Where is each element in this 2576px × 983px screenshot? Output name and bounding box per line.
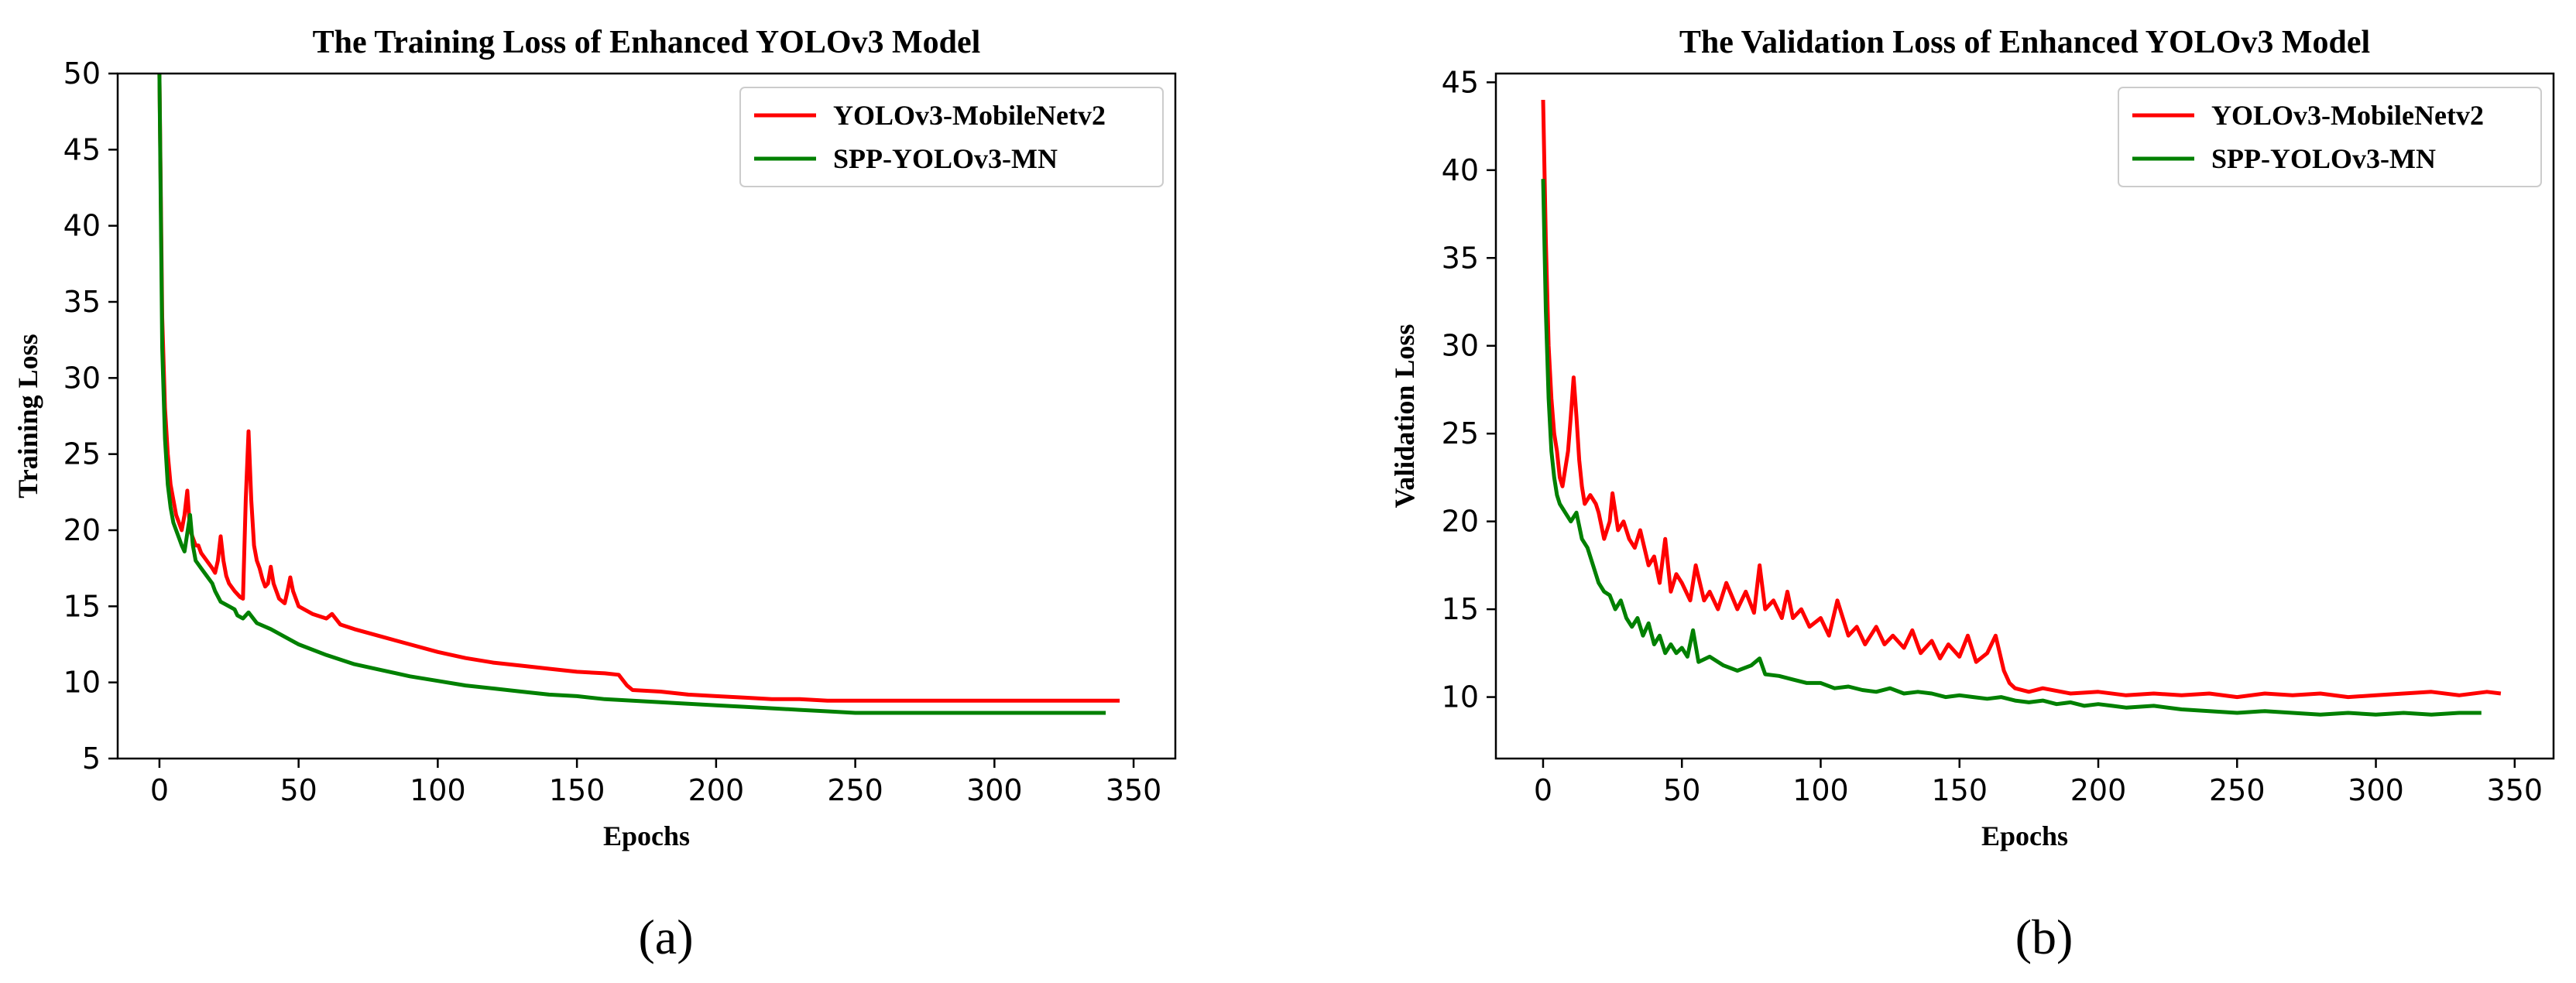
plot-frame xyxy=(116,72,1177,760)
x-tick-label: 0 xyxy=(1534,773,1552,807)
y-tick-label: 10 xyxy=(63,666,101,700)
chart-title: The Training Loss of Enhanced YOLOv3 Mod… xyxy=(313,25,981,60)
y-axis-label: Training Loss xyxy=(12,334,43,498)
y-tick-label: 35 xyxy=(1442,241,1479,275)
series-line-0 xyxy=(1541,99,2502,700)
y-tick-label: 20 xyxy=(63,513,101,547)
x-tick-label: 200 xyxy=(688,773,745,807)
y-tick-label: 45 xyxy=(1442,65,1479,99)
legend: YOLOv3-MobileNetv2 SPP-YOLOv3-MN xyxy=(739,87,1164,187)
y-tick-label: 40 xyxy=(63,209,101,243)
x-tick-label: 300 xyxy=(966,773,1023,807)
x-tick-label: 150 xyxy=(549,773,605,807)
chart-0: The Training Loss of Enhanced YOLOv3 Mod… xyxy=(12,25,1177,964)
chart-title: The Validation Loss of Enhanced YOLOv3 M… xyxy=(1679,25,2370,60)
x-tick-label: 300 xyxy=(2348,773,2404,807)
x-tick-label: 100 xyxy=(410,773,466,807)
panel-label: (a) xyxy=(638,909,693,964)
x-axis-label: Epochs xyxy=(603,820,690,851)
legend-label-1: SPP-YOLOv3-MN xyxy=(2211,143,2436,174)
series-line-1 xyxy=(1541,179,2482,717)
y-tick-label: 45 xyxy=(63,132,101,166)
x-tick-label: 350 xyxy=(2487,773,2543,807)
x-tick-label: 0 xyxy=(150,773,169,807)
y-tick-label: 5 xyxy=(82,742,101,776)
y-tick-label: 15 xyxy=(1442,592,1479,626)
y-tick-label: 35 xyxy=(63,285,101,319)
y-tick-label: 40 xyxy=(1442,153,1479,187)
x-tick-label: 250 xyxy=(2209,773,2266,807)
y-tick-label: 30 xyxy=(1442,329,1479,363)
legend-box xyxy=(739,87,1164,187)
plot-frame xyxy=(1494,72,2555,760)
y-tick-label: 30 xyxy=(63,361,101,395)
series-line-0 xyxy=(157,74,1120,703)
y-tick-label: 10 xyxy=(1442,680,1479,714)
series-line-1 xyxy=(157,74,1106,715)
y-tick-label: 25 xyxy=(63,437,101,471)
x-tick-label: 200 xyxy=(2070,773,2127,807)
legend: YOLOv3-MobileNetv2 SPP-YOLOv3-MN xyxy=(2118,87,2542,187)
x-tick-label: 100 xyxy=(1792,773,1849,807)
y-tick-label: 20 xyxy=(1442,505,1479,539)
y-tick-label: 15 xyxy=(63,589,101,623)
x-tick-label: 350 xyxy=(1106,773,1162,807)
legend-label-1: SPP-YOLOv3-MN xyxy=(833,143,1058,174)
y-tick-label: 50 xyxy=(63,57,101,91)
legend-label-0: YOLOv3-MobileNetv2 xyxy=(833,100,1106,131)
x-tick-label: 50 xyxy=(280,773,317,807)
y-axis-label: Validation Loss xyxy=(1389,324,1420,509)
y-tick-label: 25 xyxy=(1442,416,1479,450)
chart-1: The Validation Loss of Enhanced YOLOv3 M… xyxy=(1389,25,2555,964)
x-tick-label: 150 xyxy=(1931,773,1988,807)
x-tick-label: 250 xyxy=(827,773,883,807)
panel-label: (b) xyxy=(2015,909,2073,964)
legend-box xyxy=(2118,87,2542,187)
legend-label-0: YOLOv3-MobileNetv2 xyxy=(2211,100,2484,131)
x-tick-label: 50 xyxy=(1663,773,1700,807)
x-axis-label: Epochs xyxy=(1981,820,2068,851)
